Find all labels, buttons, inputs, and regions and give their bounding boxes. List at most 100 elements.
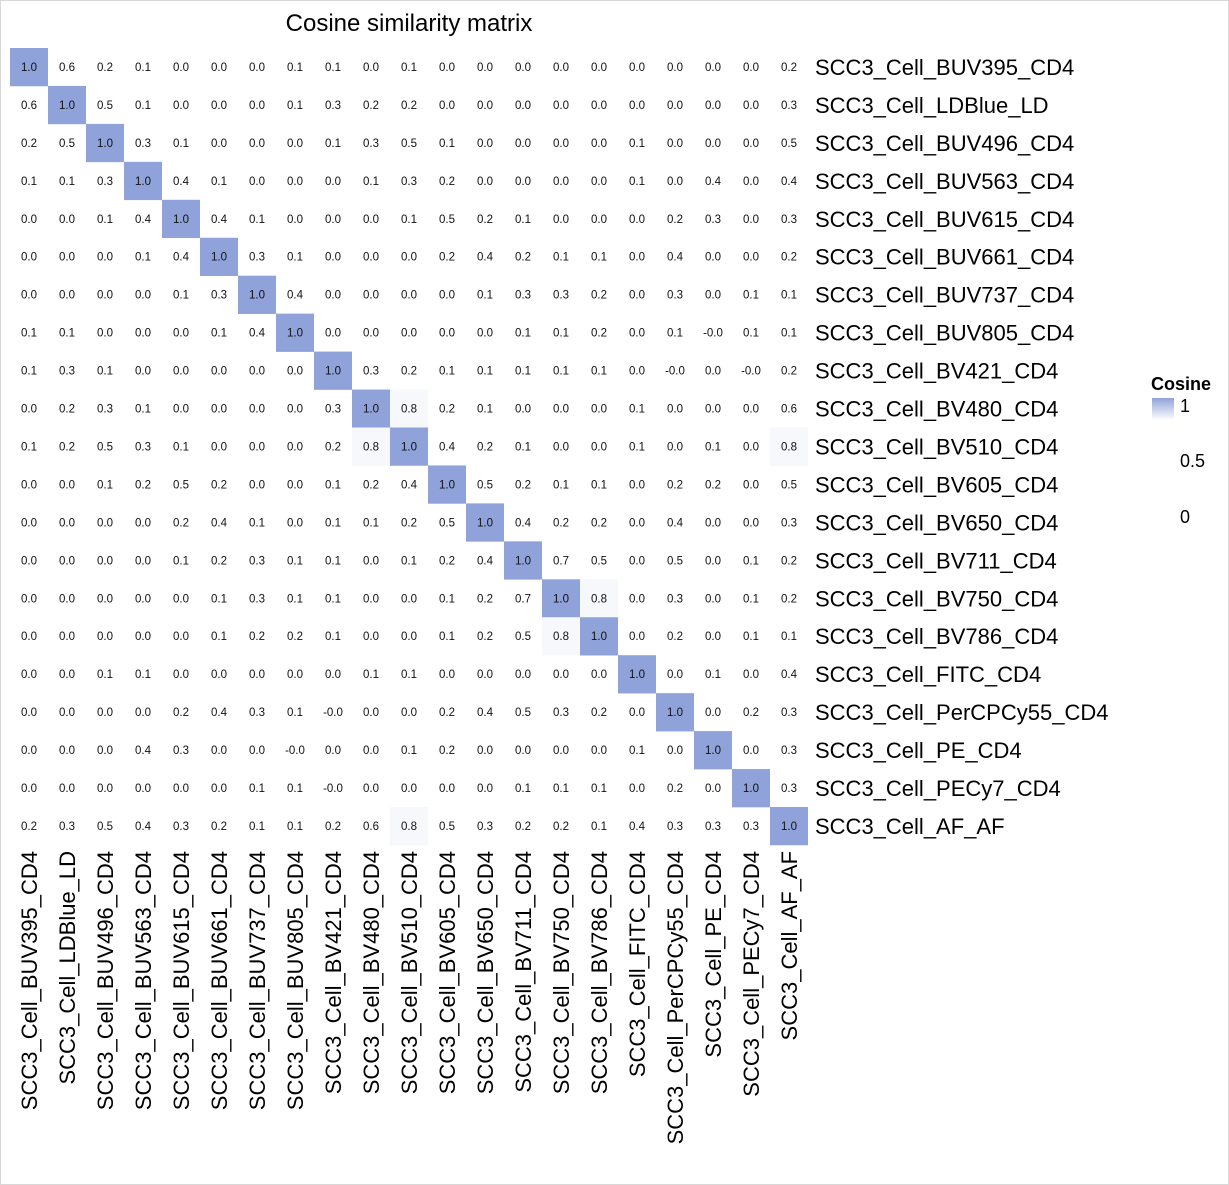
heatmap-cell-value: 0.4 bbox=[211, 707, 228, 719]
heatmap-cell-value: 0.1 bbox=[591, 821, 607, 833]
heatmap-cell-value: 0.0 bbox=[135, 631, 151, 643]
heatmap-cell-value: 0.2 bbox=[781, 593, 797, 605]
heatmap-cell-value: 0.2 bbox=[439, 404, 455, 416]
heatmap-cell-value: 1.0 bbox=[363, 404, 379, 416]
heatmap-cell bbox=[390, 389, 428, 428]
heatmap-cell-value: 0.1 bbox=[21, 328, 37, 340]
heatmap-cell-value: 0.0 bbox=[363, 707, 379, 719]
row-label: SCC3_Cell_AF_AF bbox=[815, 814, 1005, 839]
heatmap-cell-value: 0.0 bbox=[21, 214, 37, 226]
heatmap-cell-value: 0.0 bbox=[667, 404, 683, 416]
heatmap-cell-value: 0.0 bbox=[97, 593, 113, 605]
heatmap-cell-value: 0.0 bbox=[173, 328, 189, 340]
heatmap-cell-value: 0.5 bbox=[439, 821, 455, 833]
heatmap-cell-value: 0.5 bbox=[97, 441, 113, 453]
heatmap-cell-value: 0.0 bbox=[287, 138, 303, 150]
heatmap-cell-value: 0.2 bbox=[515, 252, 531, 264]
heatmap-cell-value: 0.3 bbox=[705, 214, 721, 226]
heatmap-cell-value: 0.0 bbox=[439, 62, 455, 74]
heatmap-cell bbox=[656, 693, 694, 732]
heatmap-cell-value: 0.1 bbox=[21, 441, 37, 453]
heatmap-cell-value: 0.2 bbox=[401, 517, 417, 529]
heatmap-cell-value: 0.0 bbox=[553, 441, 569, 453]
heatmap-cell-value: 0.0 bbox=[97, 745, 113, 757]
heatmap-cell-value: 0.5 bbox=[97, 821, 113, 833]
heatmap-cell-value: 0.0 bbox=[515, 62, 531, 74]
heatmap-cell-value: 0.0 bbox=[629, 62, 645, 74]
heatmap-cell-value: 0.0 bbox=[363, 290, 379, 302]
heatmap-cell-value: 0.1 bbox=[249, 517, 265, 529]
heatmap-cell-value: 0.2 bbox=[515, 479, 531, 491]
heatmap-cell-value: 0.2 bbox=[97, 62, 113, 74]
heatmap-cell-value: 0.1 bbox=[477, 366, 493, 378]
heatmap-cell-value: 0.1 bbox=[287, 783, 303, 795]
heatmap-cell-value: 0.3 bbox=[249, 252, 265, 264]
heatmap-cell-value: 0.0 bbox=[21, 745, 37, 757]
heatmap-cell-value: 0.0 bbox=[287, 176, 303, 188]
heatmap-cell-value: 0.1 bbox=[97, 366, 113, 378]
heatmap-cell-value: 0.3 bbox=[59, 366, 75, 378]
heatmap-cell-value: 0.0 bbox=[287, 517, 303, 529]
heatmap-cell-value: 0.3 bbox=[173, 745, 189, 757]
heatmap-cell-value: 0.2 bbox=[439, 707, 455, 719]
heatmap-cell-value: 0.6 bbox=[59, 62, 75, 74]
heatmap-cell-value: 0.3 bbox=[173, 821, 189, 833]
heatmap-cell-value: 0.0 bbox=[21, 252, 37, 264]
color-legend: Cosine 1 0.5 0 bbox=[1151, 374, 1211, 527]
heatmap-cell-value: 0.3 bbox=[781, 214, 797, 226]
heatmap-cell-value: 0.1 bbox=[59, 328, 75, 340]
heatmap-cell-value: 0.0 bbox=[211, 669, 227, 681]
legend-tick-mid: 0.5 bbox=[1180, 451, 1205, 471]
heatmap-cell-value: 0.1 bbox=[21, 366, 37, 378]
heatmap-cell-value: 0.1 bbox=[173, 441, 189, 453]
heatmap-cell-value: 0.0 bbox=[743, 517, 759, 529]
row-label: SCC3_Cell_BV480_CD4 bbox=[815, 397, 1058, 422]
heatmap-cell-value: 0.1 bbox=[629, 441, 645, 453]
heatmap-cell-value: 0.8 bbox=[401, 404, 417, 416]
heatmap-cell bbox=[732, 769, 770, 808]
heatmap-cell bbox=[124, 161, 162, 201]
row-label: SCC3_Cell_BV786_CD4 bbox=[815, 624, 1058, 649]
heatmap-cell-value: 0.0 bbox=[173, 631, 189, 643]
column-label: SCC3_Cell_PECy7_CD4 bbox=[739, 851, 764, 1097]
heatmap-cell-value: 0.0 bbox=[97, 328, 113, 340]
heatmap-cell-value: 0.0 bbox=[743, 214, 759, 226]
heatmap-cell-value: 0.1 bbox=[629, 404, 645, 416]
heatmap-cell-value: 0.1 bbox=[173, 290, 189, 302]
heatmap-cell-value: 1.0 bbox=[135, 176, 151, 188]
legend-color-bar bbox=[1152, 398, 1174, 420]
heatmap-cell-value: 0.8 bbox=[553, 631, 569, 643]
heatmap-cell-value: 0.0 bbox=[325, 290, 341, 302]
row-label: SCC3_Cell_LDBlue_LD bbox=[815, 93, 1049, 118]
heatmap-cell-value: 0.3 bbox=[667, 290, 683, 302]
heatmap-cell-value: 0.0 bbox=[667, 441, 683, 453]
heatmap-cell bbox=[200, 237, 238, 276]
legend-tick-low: 0 bbox=[1180, 507, 1190, 527]
heatmap-cell-value: 0.0 bbox=[705, 517, 721, 529]
heatmap-cell-value: 0.0 bbox=[439, 100, 455, 112]
heatmap-cell-value: 0.1 bbox=[743, 290, 759, 302]
heatmap-cell-value: 1.0 bbox=[667, 707, 683, 719]
heatmap-cell-value: 0.3 bbox=[781, 707, 797, 719]
heatmap-cell-value: 0.1 bbox=[325, 593, 341, 605]
row-label: SCC3_Cell_BUV395_CD4 bbox=[815, 55, 1074, 80]
heatmap-cell-value: 0.0 bbox=[135, 328, 151, 340]
heatmap-cell-value: 0.0 bbox=[439, 328, 455, 340]
heatmap-cell bbox=[48, 85, 86, 125]
heatmap-cell-value: 0.2 bbox=[439, 555, 455, 567]
heatmap-cell-value: 0.4 bbox=[667, 252, 684, 264]
heatmap-cell-value: 0.2 bbox=[781, 252, 797, 264]
heatmap-cell-value: 0.0 bbox=[591, 745, 607, 757]
heatmap-cell-value: 0.0 bbox=[515, 176, 531, 188]
heatmap-cell-value: 0.0 bbox=[21, 555, 37, 567]
column-label: SCC3_Cell_PerCPCy55_CD4 bbox=[663, 851, 688, 1144]
heatmap-cell-value: 0.2 bbox=[591, 290, 607, 302]
heatmap-cell-value: 0.2 bbox=[363, 479, 379, 491]
heatmap-cell-value: 0.4 bbox=[287, 290, 304, 302]
heatmap-cell-value: 0.1 bbox=[401, 555, 417, 567]
heatmap-cell-value: 0.2 bbox=[401, 100, 417, 112]
heatmap-cell bbox=[618, 655, 656, 694]
heatmap-cell-value: 0.0 bbox=[705, 252, 721, 264]
heatmap-cell-value: 0.0 bbox=[211, 783, 227, 795]
heatmap-cell-value: 0.0 bbox=[249, 62, 265, 74]
